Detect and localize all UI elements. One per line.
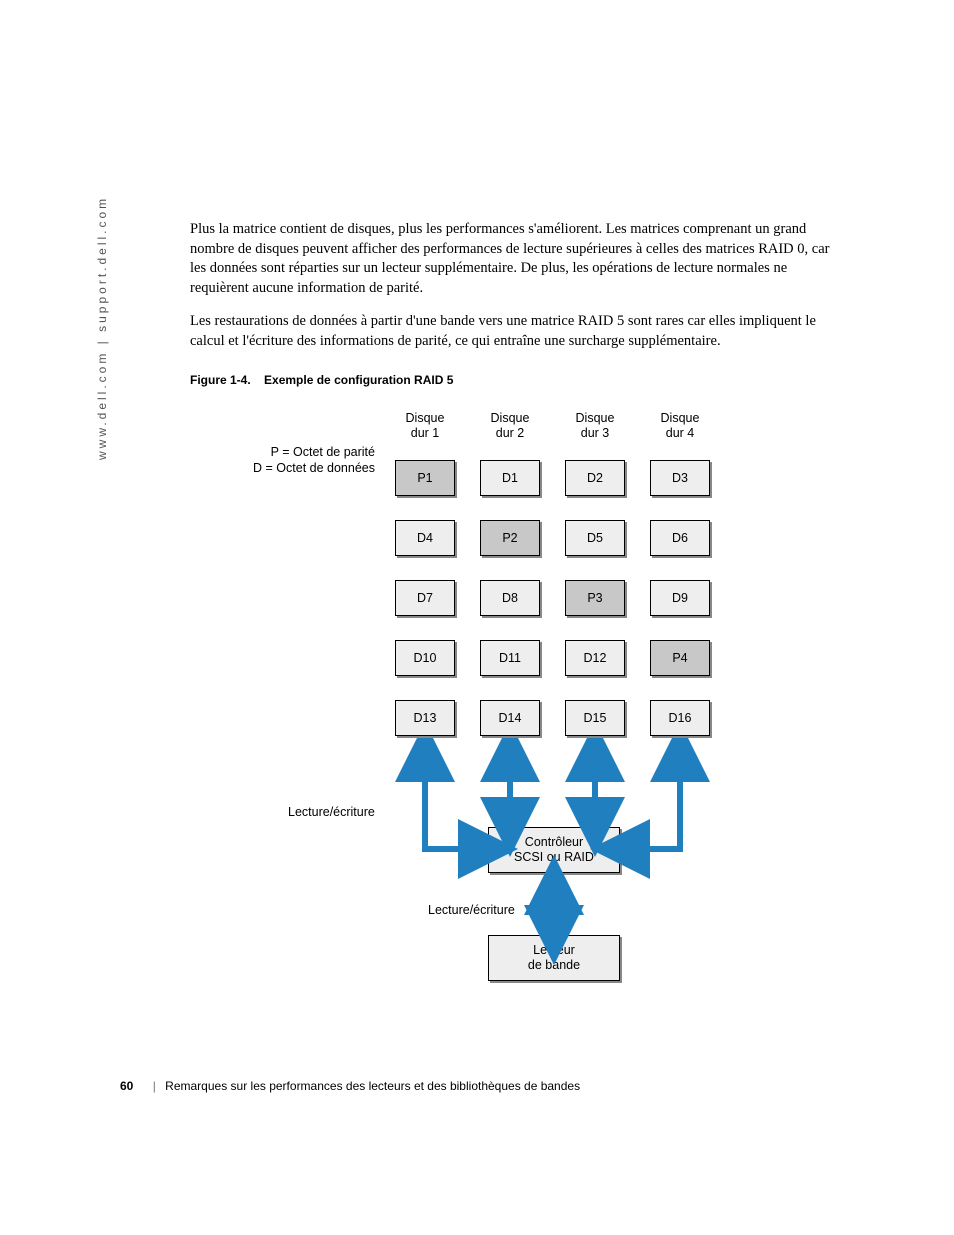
raid-cell-d3: D3: [650, 460, 710, 496]
paragraph-2: Les restaurations de données à partir d'…: [190, 312, 830, 351]
raid-cell-d5: D5: [565, 520, 625, 556]
tape-drive-box: Lecteurde bande: [488, 935, 620, 981]
page-footer: 60 | Remarques sur les performances des …: [120, 1079, 580, 1093]
figure-caption: Figure 1-4. Exemple de configuration RAI…: [190, 373, 830, 387]
page-number: 60: [120, 1079, 133, 1093]
raid-cell-d15: D15: [565, 700, 625, 736]
raid-cell-d16: D16: [650, 700, 710, 736]
raid-cell-d2: D2: [565, 460, 625, 496]
figure-title: Exemple de configuration RAID 5: [264, 373, 453, 387]
raid-cell-d9: D9: [650, 580, 710, 616]
raid-cell-d10: D10: [395, 640, 455, 676]
raid-cell-d14: D14: [480, 700, 540, 736]
footer-separator: |: [153, 1079, 156, 1093]
raid-cell-d6: D6: [650, 520, 710, 556]
raid-cell-d12: D12: [565, 640, 625, 676]
disk-header-4: Disquedur 4: [650, 411, 710, 441]
raid-cell-p4: P4: [650, 640, 710, 676]
raid-cell-d8: D8: [480, 580, 540, 616]
raid-cell-d7: D7: [395, 580, 455, 616]
controller-box: ContrôleurSCSI ou RAID: [488, 827, 620, 873]
raid-cell-d11: D11: [480, 640, 540, 676]
raid-cell-p2: P2: [480, 520, 540, 556]
legend-parity: P = Octet de parité: [190, 445, 375, 459]
tape-label: Lecteurde bande: [528, 943, 580, 974]
disk-header-3: Disquedur 3: [565, 411, 625, 441]
raid-cell-p3: P3: [565, 580, 625, 616]
raid-cell-d13: D13: [395, 700, 455, 736]
raid5-diagram: P = Octet de parité D = Octet de données…: [190, 405, 830, 1025]
controller-label: ContrôleurSCSI ou RAID: [514, 835, 594, 866]
rw-label-top: Lecture/écriture: [288, 805, 375, 819]
figure-number: Figure 1-4.: [190, 373, 251, 387]
paragraph-1: Plus la matrice contient de disques, plu…: [190, 220, 830, 298]
raid-cell-d1: D1: [480, 460, 540, 496]
footer-title: Remarques sur les performances des lecte…: [165, 1079, 580, 1093]
disk-header-1: Disquedur 1: [395, 411, 455, 441]
raid-cell-d4: D4: [395, 520, 455, 556]
page-content: Plus la matrice contient de disques, plu…: [190, 220, 830, 1025]
disk-header-2: Disquedur 2: [480, 411, 540, 441]
legend-data: D = Octet de données: [190, 461, 375, 475]
raid-cell-p1: P1: [395, 460, 455, 496]
rw-label-bottom: Lecture/écriture: [428, 903, 515, 917]
sidebar-url: www.dell.com | support.dell.com: [95, 196, 109, 460]
